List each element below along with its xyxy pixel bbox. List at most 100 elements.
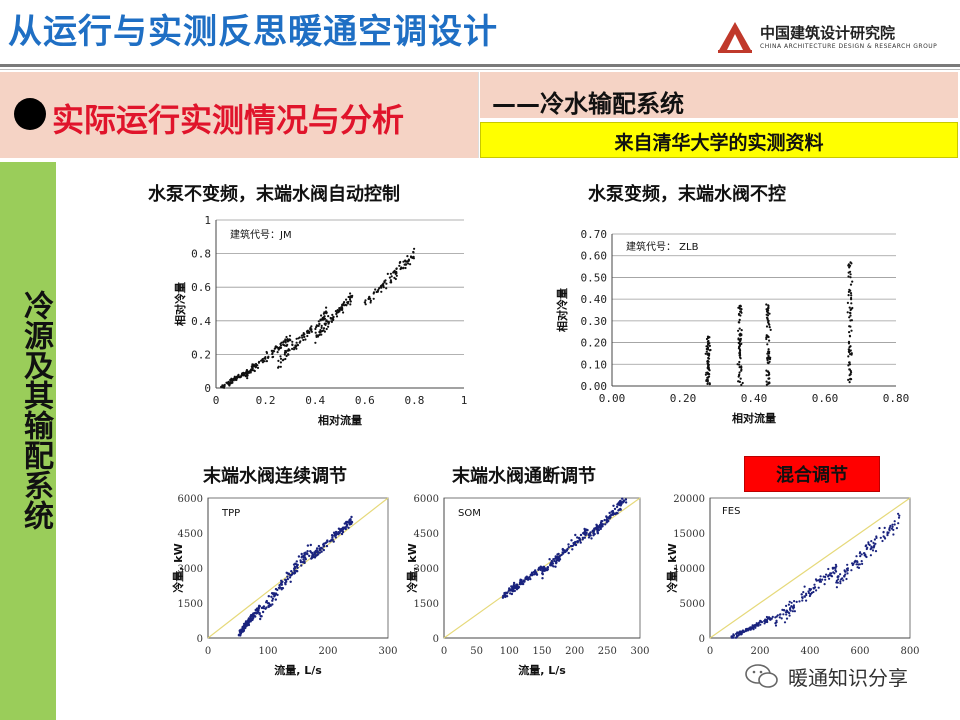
data-point [302,338,305,342]
data-point [317,544,321,548]
data-point [288,334,292,337]
data-point [255,607,259,610]
data-point [848,334,851,337]
y-tick-label: 0.20 [581,337,608,350]
data-point [839,573,842,576]
data-point [322,327,326,330]
data-point [327,315,330,318]
data-point [239,634,242,637]
data-point [834,566,837,569]
data-point [556,555,559,559]
data-point [790,601,793,604]
data-point [708,369,711,372]
data-point [296,566,299,569]
data-point [289,574,292,577]
data-point [271,603,274,606]
data-point [539,566,542,569]
x-tick-label: 150 [532,646,551,657]
data-point [707,357,711,360]
data-point [341,528,344,531]
data-point [846,572,849,575]
data-point [340,532,344,536]
data-point [285,335,288,339]
data-point [596,531,599,535]
data-point [300,556,303,559]
x-tick-label: 0.20 [670,392,697,405]
data-point [249,370,252,373]
data-point [286,575,289,578]
data-point [849,292,853,295]
data-point [707,372,711,376]
data-point [512,581,516,585]
data-point [782,613,785,616]
x-tick-label: 0.40 [741,392,768,405]
data-point [250,617,253,620]
data-point [526,578,529,581]
data-point [302,558,305,561]
data-point [855,555,858,558]
data-point [270,595,273,598]
data-point [621,500,625,503]
data-point [875,535,878,538]
data-point [510,592,514,596]
data-point [738,304,741,308]
data-point [835,579,838,582]
data-point [259,615,262,618]
data-point [284,357,287,361]
data-point [325,319,328,323]
data-point [280,581,283,585]
data-point [848,363,852,366]
section-header-box [0,72,479,158]
data-point [258,605,261,608]
data-point [849,349,852,352]
data-point [869,554,872,557]
data-point [848,351,851,354]
data-point [782,608,786,612]
data-point [292,563,296,566]
data-point [310,551,313,554]
data-point [399,260,402,264]
data-point [332,318,335,322]
wechat-icon [745,664,778,688]
data-point [883,536,886,539]
data-point [404,260,407,263]
data-point [848,381,851,384]
data-point [767,348,770,351]
x-axis-label: 相对流量 [732,411,776,425]
data-point [374,288,377,291]
data-point [870,540,873,543]
data-point [247,623,251,627]
chart2-title: 水泵变频，末端水阀不控 [588,184,786,205]
data-point [849,289,852,292]
data-point [348,519,351,522]
data-point [324,541,328,544]
y-tick-label: 5000 [680,599,705,610]
y-tick-label: 0 [197,634,203,645]
data-point [847,364,850,367]
data-point [524,576,527,579]
data-point [262,605,266,608]
data-point [780,617,783,620]
data-point [334,530,338,534]
data-point [259,617,262,621]
data-point [585,528,588,532]
data-point [320,326,323,329]
data-point [571,548,574,551]
data-point [740,365,743,368]
data-point [347,526,350,529]
data-point [528,576,531,579]
data-point [846,569,849,572]
data-point [364,303,367,306]
data-point [302,556,306,559]
data-point [252,614,255,617]
data-point [546,566,550,569]
data-point [616,512,619,515]
x-tick-label: 200 [565,646,584,657]
x-tick-label: 1 [461,394,468,407]
x-tick-label: 400 [800,646,819,657]
data-point [858,552,861,555]
data-point [704,352,707,355]
data-point [315,547,319,550]
data-point [337,531,340,534]
data-point [617,502,620,505]
